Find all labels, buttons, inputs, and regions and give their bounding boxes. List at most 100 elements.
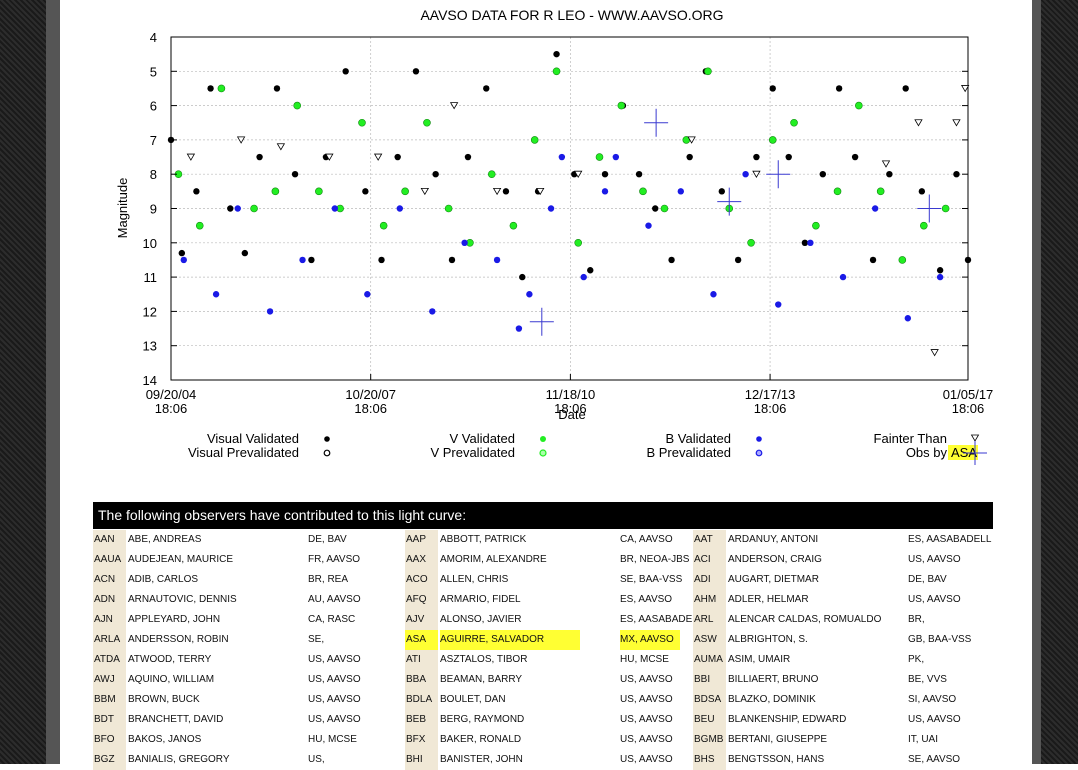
b-point [461, 239, 468, 246]
observer-name: BENGTSSON, HANS [728, 754, 825, 765]
observer-row: BBM BROWN, BUCK US, AAVSO BDLA BOULET, DAN US… [93, 690, 993, 710]
legend-label: B Prevalidated [646, 445, 731, 460]
legend-marker [323, 449, 331, 457]
b-point [396, 205, 404, 212]
v-point [812, 221, 820, 230]
data-points [167, 50, 972, 357]
observer-code: ACI [693, 550, 726, 570]
observer-name: ARNAUTOVIC, DENNIS [128, 594, 237, 605]
observer-name: BAKOS, JANOS [128, 734, 202, 745]
observer-affiliation: SE, BAA-VSS [620, 574, 683, 585]
visual-point [464, 153, 472, 161]
visual-point [362, 188, 369, 195]
visual-point [178, 249, 186, 257]
y-tick-label: 13 [143, 339, 157, 354]
visual-point [936, 267, 944, 274]
visual-point [241, 249, 249, 257]
fainter-than-point [952, 119, 961, 127]
fainter-than-point [930, 349, 939, 357]
visual-point [394, 153, 401, 161]
visual-point [835, 85, 843, 92]
legend-label: V Prevalidated [430, 445, 515, 460]
observer-name: BERTANI, GIUSEPPE [728, 734, 828, 745]
visual-point [734, 256, 742, 264]
b-point [580, 273, 587, 281]
v-point [358, 118, 366, 127]
y-tick-label: 10 [143, 236, 157, 251]
observer-code: AUMA [693, 650, 726, 670]
legend-marker [539, 449, 547, 457]
observer-name: ANDERSSON, ROBIN [128, 634, 229, 645]
observer-affiliation: ES, AAVSO [620, 594, 673, 605]
observer-code: BFO [93, 730, 126, 750]
observer-name: BOULET, DAN [440, 694, 506, 705]
observer-affiliation: AU, AAVSO [308, 594, 361, 605]
v-point [595, 153, 604, 161]
x-tick-time: 18:06 [354, 401, 387, 416]
observer-affiliation: DE, BAV [308, 534, 347, 545]
observer-name: ALLEN, CHRIS [440, 574, 509, 585]
v-point [195, 221, 204, 230]
fainter-than-point [574, 170, 583, 178]
visual-point [519, 273, 526, 281]
visual-point [412, 68, 420, 75]
x-tick-label: 11/18/10 [546, 387, 596, 402]
observer-row: ARLA ANDERSSON, ROBIN SE, ASA AGUIRRE, SALVA… [93, 630, 993, 650]
observer-code: BDLA [405, 690, 438, 710]
visual-point [448, 256, 456, 264]
b-point [429, 308, 436, 315]
x-tick-label: 01/05/17 [943, 387, 993, 402]
visual-point [193, 188, 200, 195]
observer-code: ACO [405, 570, 438, 590]
observer-name: AUDEJEAN, MAURICE [128, 554, 234, 565]
legend-label: Visual Prevalidated [188, 445, 299, 460]
v-point [293, 101, 302, 110]
observer-code: BBA [405, 670, 438, 690]
y-tick-label: 6 [150, 99, 157, 114]
chart-title: AAVSO DATA FOR R LEO - WWW.AAVSO.ORG [420, 7, 723, 23]
b-point [493, 256, 501, 264]
b-point [601, 188, 609, 195]
observer-affiliation: BR, [908, 614, 925, 625]
v-point [379, 221, 388, 230]
observer-name: ABBOTT, PATRICK [440, 534, 527, 545]
observer-name: BROWN, BUCK [128, 694, 200, 705]
fainter-than-point [420, 187, 430, 196]
b-point [612, 153, 620, 161]
b-point [515, 325, 523, 332]
observer-name: ARMARIO, FIDEL [440, 594, 521, 605]
legend-label: Visual Validated [207, 431, 299, 446]
observer-name: ADLER, HELMAR [728, 594, 809, 605]
observer-row: AAN ABE, ANDREAS DE, BAV AAP ABBOTT, PATRICK… [93, 530, 993, 550]
observer-affiliation: GB, BAA-VSS [908, 634, 972, 645]
observer-code: ARLA [93, 630, 126, 650]
b-point [266, 308, 274, 315]
x-axis-label: Date [558, 407, 585, 422]
observer-name: BLANKENSHIP, EDWARD [728, 714, 847, 725]
b-point [299, 256, 306, 264]
legend-label: Fainter Than [874, 431, 947, 446]
legend-marker [540, 436, 546, 442]
observer-name: ADIB, CARLOS [128, 574, 199, 585]
observer-name: BEAMAN, BARRY [440, 674, 523, 685]
observer-affiliation: MX, AAVSO [620, 630, 680, 650]
visual-point [964, 256, 972, 264]
fainter-than-point [687, 136, 696, 144]
observer-affiliation: US, AAVSO [308, 714, 361, 725]
visual-point [227, 205, 234, 212]
right-frame [1032, 0, 1041, 764]
visual-point [753, 153, 760, 161]
visual-point [801, 239, 809, 246]
observer-affiliation: BR, NEOA-JBS [620, 554, 690, 565]
v-point [747, 239, 755, 247]
observer-name: BANIALIS, GREGORY [128, 754, 230, 765]
observer-code: AAT [693, 530, 726, 550]
v-point [401, 187, 409, 196]
visual-point [769, 85, 776, 92]
observer-row: AWJ AQUINO, WILLIAM US, AAVSO BBA BEAMAN, BA… [93, 670, 993, 690]
visual-point [886, 171, 893, 178]
axes: 456789101112131409/20/0418:0610/20/0718:… [143, 30, 994, 416]
observer-code: BEB [405, 710, 438, 730]
visual-point [483, 85, 490, 92]
observer-affiliation: US, AAVSO [620, 734, 673, 745]
